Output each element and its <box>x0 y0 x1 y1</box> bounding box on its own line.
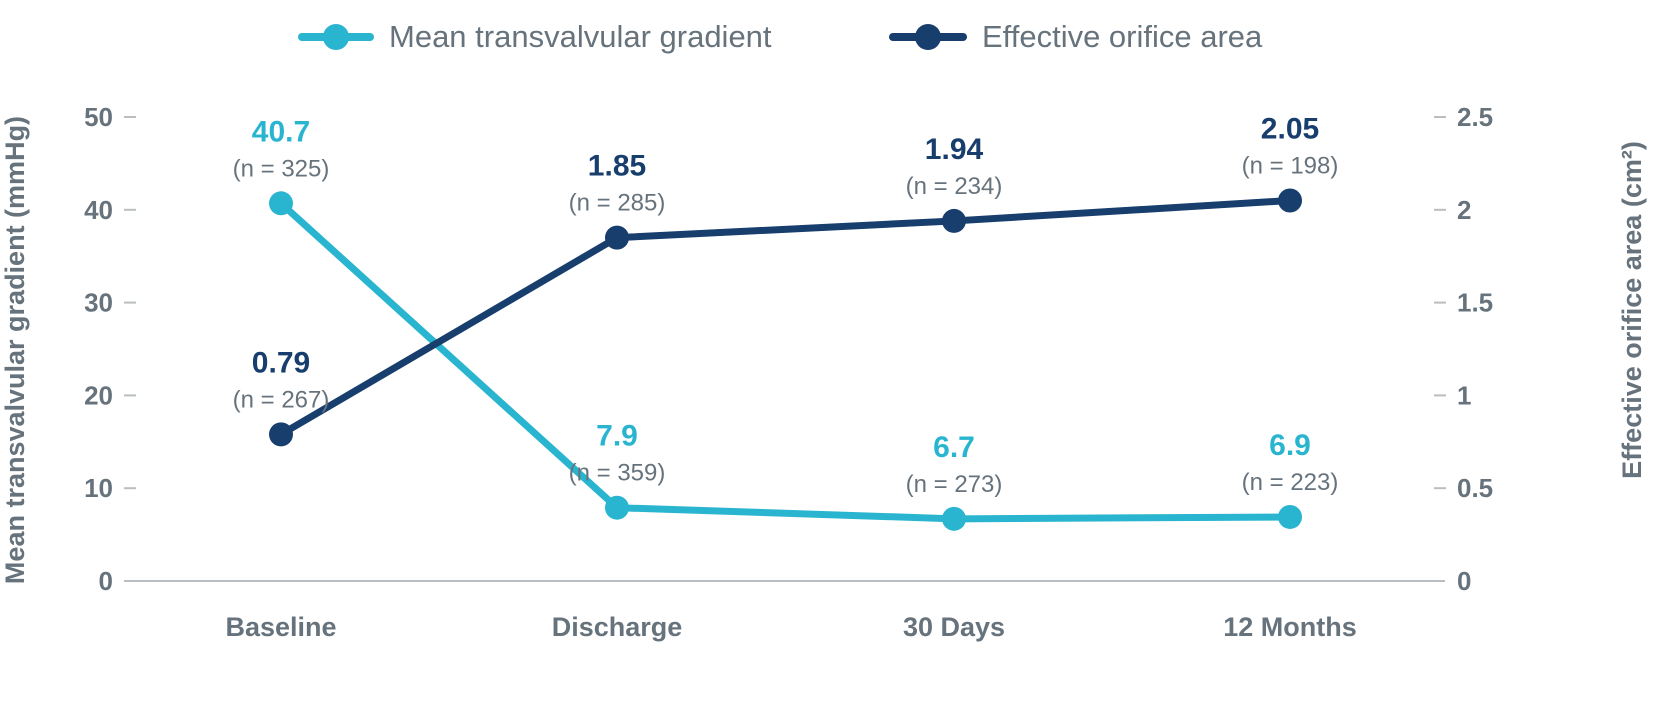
right-tick-label: 2 <box>1457 195 1471 225</box>
series-layer <box>269 188 1302 531</box>
n-label: (n = 198) <box>1242 153 1339 180</box>
value-label: 2.05 <box>1261 113 1319 146</box>
right-axis-title: Effective orifice area (cm²) <box>1617 141 1647 479</box>
left-tick-label: 20 <box>84 380 113 410</box>
data-point <box>269 422 293 447</box>
n-label: (n = 223) <box>1242 469 1339 496</box>
legend-marker-1 <box>915 24 941 50</box>
n-label: (n = 234) <box>906 173 1003 200</box>
data-labels: 40.7 (n = 325) 7.9 (n = 359) 6.7 (n = 273) 6.9… <box>233 113 1339 498</box>
left-tick-label: 10 <box>84 473 113 503</box>
data-point <box>942 506 966 531</box>
value-label: 1.85 <box>588 150 646 183</box>
data-point <box>942 208 966 233</box>
n-label: (n = 359) <box>569 460 666 487</box>
n-label: (n = 273) <box>906 471 1003 498</box>
data-point <box>269 191 293 216</box>
value-label: 6.9 <box>1269 429 1311 462</box>
value-label: 6.7 <box>933 431 975 464</box>
legend-label: Mean transvalvular gradient <box>389 19 772 54</box>
left-tick-label: 30 <box>84 288 113 318</box>
n-label: (n = 285) <box>569 190 666 217</box>
series-line-1 <box>279 197 1291 438</box>
left-axis-title: Mean transvalvular gradient (mmHg) <box>0 116 30 584</box>
right-tick-label: 0.5 <box>1457 473 1493 503</box>
series-line-0 <box>278 200 1291 523</box>
left-tick-label: 40 <box>84 195 113 225</box>
data-point <box>1278 188 1302 213</box>
n-label: (n = 267) <box>233 386 330 413</box>
right-tick-label: 2.5 <box>1457 102 1493 132</box>
axes: 0 10 20 30 40 50 0 0.5 1 1.5 2 2.5 Baseline Discharge… <box>0 102 1647 642</box>
value-label: 40.7 <box>252 115 310 148</box>
data-point <box>605 225 629 250</box>
x-tick-label: 12 Months <box>1223 612 1357 642</box>
value-label: 7.9 <box>596 420 638 453</box>
value-label: 0.79 <box>252 346 310 379</box>
legend-label: Effective orifice area <box>982 19 1263 54</box>
left-tick-label: 0 <box>99 566 113 596</box>
x-tick-label: 30 Days <box>903 612 1005 642</box>
left-tick-label: 50 <box>84 102 113 132</box>
n-label: (n = 325) <box>233 155 330 182</box>
right-tick-label: 1 <box>1457 380 1471 410</box>
data-point <box>1278 504 1302 529</box>
value-label: 1.94 <box>925 133 984 166</box>
legend-marker-0 <box>323 24 349 50</box>
right-tick-label: 0 <box>1457 566 1471 596</box>
x-tick-label: Discharge <box>552 612 683 642</box>
x-tick-label: Baseline <box>225 612 336 642</box>
right-tick-label: 1.5 <box>1457 288 1493 318</box>
legend: Mean transvalvular gradient Effective ori… <box>298 19 1263 54</box>
data-point <box>605 495 629 520</box>
